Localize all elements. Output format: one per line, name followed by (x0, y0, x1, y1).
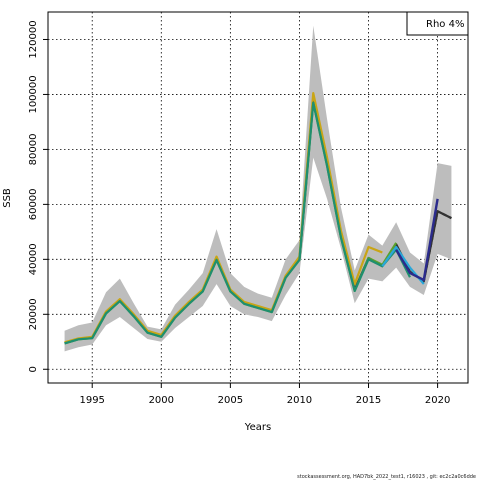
grid-lines (48, 12, 468, 383)
x-tick-label: 2000 (149, 395, 174, 406)
series-line-4 (64, 101, 411, 345)
y-axis-title: SSB (2, 188, 13, 208)
x-tick-label: 2020 (425, 395, 450, 406)
legend-text: Rho 4% (426, 19, 464, 30)
y-tick-label: 20000 (28, 298, 39, 330)
x-tick-label: 2015 (356, 395, 381, 406)
legend-box (406, 11, 469, 36)
y-tick-label: 0 (28, 366, 39, 372)
y-axis-ticks: 0 20000 40000 60000 80000 100000 120000 (28, 20, 48, 372)
y-tick-label: 120000 (28, 20, 39, 58)
footer-text: stockassessment.org, HAD7bk_2022_test1, … (297, 474, 476, 480)
x-axis-title: Years (244, 422, 271, 433)
legend: Rho 4% (406, 11, 469, 36)
x-tick-label: 2005 (218, 395, 243, 406)
y-tick-label: 60000 (28, 188, 39, 220)
series-line-6 (395, 198, 439, 282)
y-tick-label: 100000 (28, 75, 39, 113)
plot-frame (47, 11, 469, 384)
y-tick-label: 40000 (28, 243, 39, 275)
x-tick-label: 2010 (287, 395, 312, 406)
x-tick-label: 1995 (79, 395, 104, 406)
x-axis-ticks: 1995 2000 2005 2010 2015 2020 (79, 383, 450, 406)
y-tick-label: 80000 (28, 134, 39, 166)
series-lines (64, 91, 452, 345)
